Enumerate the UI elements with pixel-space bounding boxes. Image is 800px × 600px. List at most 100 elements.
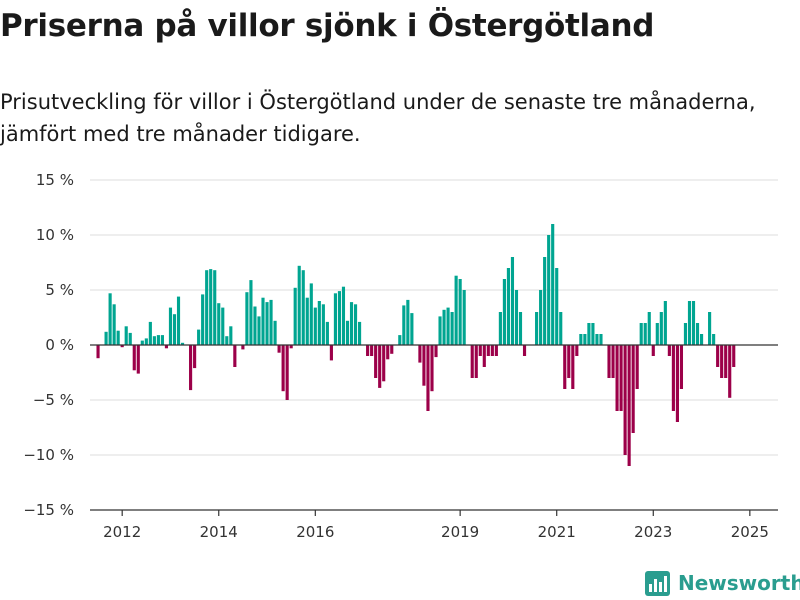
bar-negative <box>96 345 100 359</box>
bar-positive <box>273 320 277 345</box>
bar-positive <box>442 309 446 345</box>
bar-negative <box>374 345 378 378</box>
bar-positive <box>317 301 321 345</box>
bar-positive <box>209 269 213 345</box>
bar-positive <box>518 312 523 345</box>
bar-positive <box>659 312 663 345</box>
x-tick-label: 2025 <box>731 523 769 541</box>
bar-positive <box>555 268 559 345</box>
bar-negative <box>732 345 736 367</box>
bar-positive <box>655 323 659 345</box>
bar-positive <box>450 312 454 345</box>
bar-positive <box>180 342 185 345</box>
bar-negative <box>494 345 498 356</box>
x-tick-label: 2016 <box>296 523 334 541</box>
bar-negative <box>329 345 333 361</box>
bar-negative <box>486 345 490 356</box>
bar-negative <box>611 345 615 378</box>
bar-negative <box>120 345 124 348</box>
bar-positive <box>333 293 337 345</box>
bar-positive <box>160 335 164 345</box>
bar-negative <box>474 345 478 378</box>
bar-positive <box>213 270 217 345</box>
bar-positive <box>197 329 201 345</box>
bar-chart: 15 %10 %5 %0 %−5 %−10 %−15 % 2012 2014 201… <box>23 160 794 541</box>
bar-negative <box>567 345 571 378</box>
bar-negative <box>277 345 281 353</box>
y-tick-label: −10 % <box>23 446 74 464</box>
bar-negative <box>724 345 728 378</box>
bar-positive <box>599 334 603 345</box>
bar-positive <box>579 334 583 345</box>
bar-positive <box>695 323 700 345</box>
bars <box>96 224 736 466</box>
bar-negative <box>651 345 655 356</box>
bar-negative <box>631 345 635 433</box>
bar-negative <box>241 345 245 350</box>
bar-positive <box>341 286 346 345</box>
bar-positive <box>595 334 599 345</box>
bar-positive <box>398 335 402 345</box>
bar-positive <box>591 323 595 345</box>
gridlines <box>90 179 778 456</box>
bar-negative <box>132 345 136 371</box>
bar-negative <box>378 345 382 388</box>
bar-positive <box>229 326 233 345</box>
bar-positive <box>301 270 305 345</box>
bar-negative <box>386 345 390 360</box>
bar-positive <box>217 303 221 345</box>
bar-positive <box>587 323 591 345</box>
bar-positive <box>269 299 273 345</box>
bar-positive <box>438 316 442 345</box>
bar-negative <box>366 345 370 356</box>
bar-negative <box>627 345 631 466</box>
bar-positive <box>712 334 716 345</box>
bar-positive <box>253 306 257 345</box>
bar-negative <box>522 345 527 356</box>
bar-negative <box>189 345 193 391</box>
latest-value-label: −2 % <box>750 160 794 164</box>
bar-negative <box>720 345 724 378</box>
bar-positive <box>358 321 362 345</box>
bar-negative <box>470 345 474 378</box>
bar-negative <box>571 345 575 389</box>
bar-positive <box>205 270 209 345</box>
bar-positive <box>462 290 466 345</box>
bar-positive <box>647 312 651 345</box>
bar-positive <box>402 305 406 345</box>
bar-positive <box>249 280 253 345</box>
bar-positive <box>551 224 555 345</box>
bar-positive <box>297 265 301 345</box>
bar-positive <box>643 323 647 345</box>
bar-positive <box>663 301 667 345</box>
bar-positive <box>683 323 688 345</box>
bar-positive <box>104 331 108 345</box>
bar-negative <box>563 345 567 389</box>
chart-title: Priserna på villor sjönk i Östergötland <box>0 8 655 44</box>
bar-positive <box>543 257 547 345</box>
bar-negative <box>671 345 675 411</box>
bar-negative <box>679 345 684 389</box>
annotations: −2 % <box>750 160 794 164</box>
bar-positive <box>349 302 354 345</box>
bar-negative <box>281 345 285 392</box>
bar-positive <box>458 279 462 345</box>
bar-negative <box>422 345 426 386</box>
bar-positive <box>168 307 173 345</box>
bar-positive <box>502 279 506 345</box>
bar-negative <box>728 345 732 398</box>
bar-chart-logo-icon <box>645 570 670 596</box>
bar-positive <box>309 283 313 345</box>
x-tick-label: 2019 <box>441 523 479 541</box>
bar-positive <box>112 304 116 345</box>
bar-positive <box>345 320 350 345</box>
bar-positive <box>257 316 261 345</box>
bar-negative <box>615 345 619 411</box>
bar-positive <box>313 307 317 345</box>
x-tick-label: 2023 <box>634 523 672 541</box>
bar-positive <box>140 340 144 345</box>
bar-positive <box>261 297 265 345</box>
bar-negative <box>430 345 434 392</box>
bar-positive <box>148 321 152 345</box>
newsworthy-logo: Newsworthy <box>645 566 800 600</box>
